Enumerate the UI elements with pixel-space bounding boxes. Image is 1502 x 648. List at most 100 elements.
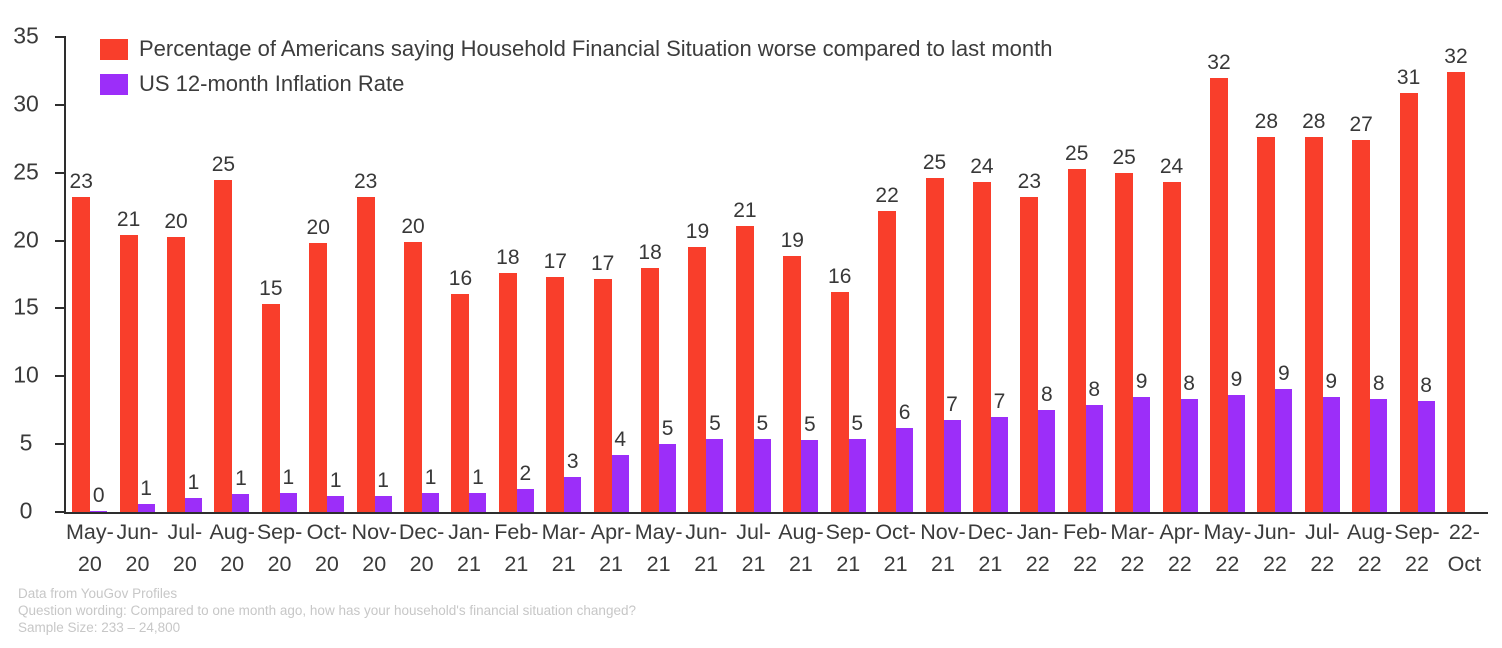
bar-value-label: 16 [448,266,473,290]
bar-worse: 15 [259,278,283,512]
x-axis-labels: May- 20 Jun- 20 Jul- 20 Aug- 20 Sep- 20 Oct- 20 Nov-… [66,520,1488,577]
bar-worse: 22 [875,185,899,512]
y-tick [55,239,64,242]
x-axis-label: Aug- 22 [1346,520,1393,576]
y-tick [55,36,64,38]
x-axis-label: May- 22 [1203,520,1252,576]
bar-value-label: 31 [1396,65,1421,89]
x-axis-label: Nov- 20 [351,520,397,576]
y-tick-label: 5 [19,429,33,456]
bar-value-label: 1 [377,468,389,492]
bar-inflation: 4 [611,429,629,512]
x-axis-label: Jun- 21 [685,520,728,576]
bar-value-label: 5 [851,411,864,435]
bar-worse: 31 [1397,67,1420,512]
y-tick [55,103,64,106]
x-axis-label: May- 21 [634,520,683,576]
bar-value-label: 5 [661,417,674,441]
bar-value-label: 23 [1017,170,1042,194]
legend-swatch-worse-icon [100,38,128,60]
bar-group: 17 4 [587,37,634,512]
y-tick [55,171,64,174]
bar-value-label: 5 [803,413,816,437]
bar-value-label: 24 [970,155,994,179]
bar-inflation: 6 [896,402,914,512]
bar-value-label: 1 [282,466,295,489]
bar-value-label: 32 [1444,45,1468,69]
bar-value-label: 21 [733,198,757,222]
bar-group: 17 3 [540,37,587,512]
bar-worse: 25 [212,154,235,512]
bar-worse: 17 [544,251,567,512]
bar-value-label: 18 [638,240,662,264]
bar-inflation: 9 [1275,363,1293,512]
bar-inflation: 8 [1180,373,1198,512]
x-axis-label: Mar- 21 [541,520,586,576]
bar-group: 28 9 [1299,37,1346,512]
bar-group: 21 1 [113,37,160,512]
x-axis-label: Aug- 20 [209,520,255,576]
bar-value-label: 18 [496,246,520,270]
bar-inflation: 1 [279,467,297,512]
bar-worse: 18 [638,242,662,512]
bar-group: 23 8 [1014,37,1061,512]
legend: Percentage of Americans saying Household… [100,36,1053,97]
bar-inflation: 1 [422,467,440,512]
x-axis-label: 22- Oct [1447,520,1482,576]
bar-inflation: 3 [564,451,582,512]
bar-worse: 21 [117,209,140,512]
bar-value-label: 1 [235,467,247,491]
bar-value-label: 25 [922,151,947,175]
bar-worse: 23 [1018,171,1041,512]
bar-value-label: 4 [614,428,627,451]
bar-group: 25 8 [1062,37,1109,512]
bar-worse: 20 [307,217,330,512]
bar-inflation: 1 [137,478,155,512]
bar-group: 24 7 [967,37,1014,512]
x-axis-label: Aug- 21 [778,520,824,576]
bar-worse: 32 [1207,52,1231,512]
x-axis-label: Jun- 20 [116,520,159,576]
bar-worse: 32 [1444,46,1468,512]
bar-inflation: 9 [1133,371,1151,512]
y-tick [55,443,64,446]
bar-value-label: 22 [875,183,899,207]
bar-worse: 24 [970,156,994,512]
bar-group: 28 9 [1251,37,1298,512]
bar-value-label: 28 [1254,110,1279,134]
bar-group: 19 5 [777,37,824,512]
bar-inflation: 5 [659,418,677,512]
bar-worse: 17 [591,253,614,512]
bar-value-label: 17 [590,251,615,275]
bar-inflation: 9 [1322,371,1340,512]
bar-group: 23 1 [350,37,397,512]
bar-inflation: 5 [848,413,866,512]
legend-item-inflation: US 12-month Inflation Rate [100,71,1053,97]
x-axis-label: Dec- 20 [398,520,445,576]
y-tick-label: 35 [13,22,39,49]
bar-value-label: 28 [1302,110,1326,134]
bar-worse: 28 [1302,111,1325,512]
bar-value-label: 8 [1420,373,1432,397]
x-axis-label: Jul- 20 [167,520,203,576]
x-axis-label: Dec- 21 [967,520,1014,576]
bar-group: 21 5 [730,37,777,512]
x-axis-label: Sep- 22 [1394,520,1440,576]
bar-group: 25 1 [208,37,255,512]
bar-worse: 27 [1349,114,1373,512]
bar-inflation: 0 [90,485,108,512]
bar-inflation: 8 [1417,375,1435,512]
bar-value-label: 21 [116,208,141,232]
bar-value-label: 8 [1040,383,1053,407]
y-tick-label: 20 [13,225,39,252]
bar-value-label: 1 [472,466,484,489]
bar-value-label: 16 [828,265,852,289]
bar-worse: 20 [164,211,188,512]
bar-value-label: 27 [1349,113,1373,137]
bar-value-label: 7 [993,390,1006,413]
footer: Data from YouGov Profiles Question wordi… [18,585,636,636]
bar-inflation: 9 [1227,369,1245,512]
bar-worse: 19 [781,230,804,512]
bar-worse: 25 [1065,143,1088,512]
bar-value-label: 5 [709,411,721,435]
